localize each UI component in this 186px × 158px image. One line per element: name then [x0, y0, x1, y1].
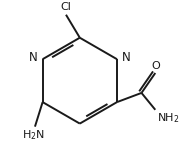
Text: N: N	[122, 51, 130, 64]
Text: O: O	[152, 61, 161, 71]
Text: Cl: Cl	[61, 2, 71, 12]
Text: N: N	[29, 51, 38, 64]
Text: H$_2$N: H$_2$N	[22, 128, 45, 142]
Text: NH$_2$: NH$_2$	[157, 111, 179, 125]
